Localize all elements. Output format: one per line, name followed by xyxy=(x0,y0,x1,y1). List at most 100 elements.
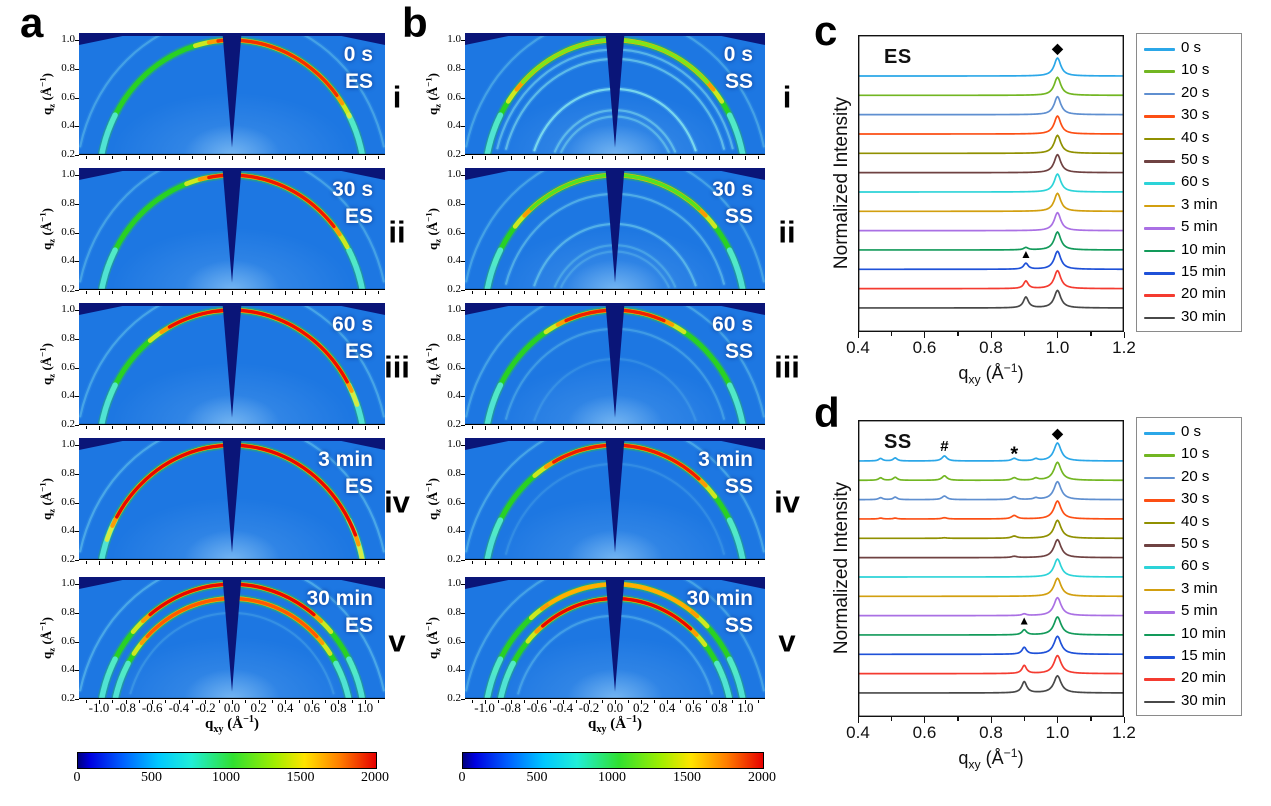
curve-0-s xyxy=(857,442,1125,462)
x-tick-mark xyxy=(719,426,721,430)
y-tick-mark xyxy=(461,155,465,156)
detector-map-b-v xyxy=(465,577,765,699)
x-tick-mark xyxy=(138,426,140,429)
y-tick-label: 0.6 xyxy=(61,495,75,508)
frame-time-label: 30 s ES xyxy=(332,178,373,228)
detector-map-b-iii xyxy=(465,303,765,425)
x-tick-mark xyxy=(588,426,590,430)
legend-entry-label: 60 s xyxy=(1181,557,1210,575)
x-tick-mark xyxy=(298,426,300,429)
x-tick-mark xyxy=(152,561,154,565)
frame-time-label: 3 min SS xyxy=(698,448,753,498)
x-tick-mark xyxy=(588,291,590,295)
legend-entry-4: 40 s xyxy=(1137,512,1241,534)
x-tick-mark xyxy=(205,700,207,704)
x-tick-label: -0.4 xyxy=(168,700,190,715)
x-tick-label: 0.0 xyxy=(606,700,624,715)
y-tick-label: 1.0 xyxy=(447,303,461,316)
y-tick-label: 0.2 xyxy=(61,148,75,160)
detector-map-b-iv xyxy=(465,438,765,560)
x-tick-mark xyxy=(641,426,643,430)
row-label-iv: iv xyxy=(774,484,800,520)
giwaxs-image-a-iv: 3 min ES xyxy=(79,438,385,560)
x-tick-mark xyxy=(378,156,380,159)
x-tick-mark xyxy=(138,291,140,294)
detector-y-axis-title: qz (Å−1) xyxy=(423,343,443,385)
y-tick-mark xyxy=(461,40,465,42)
y-tick-label: 0.8 xyxy=(61,605,75,618)
beamstop-shadow xyxy=(222,577,242,692)
peak-marker-diamond: ◆ xyxy=(1051,40,1064,56)
y-tick-label: 1.0 xyxy=(447,577,461,590)
y-tick-mark xyxy=(461,396,465,398)
x-tick-mark xyxy=(311,700,313,704)
y-tick-mark xyxy=(461,97,465,99)
x-tick-mark xyxy=(112,156,114,159)
x-tick-mark xyxy=(990,717,992,723)
legend-entry-label: 20 s xyxy=(1181,83,1210,101)
row-label-iii: iii xyxy=(384,349,410,385)
x-tick-mark xyxy=(497,561,499,564)
x-tick-label: 0.4 xyxy=(846,723,870,742)
x-tick-mark xyxy=(497,426,499,429)
x-tick-mark xyxy=(338,156,340,160)
x-tick-mark xyxy=(378,291,380,294)
legend-entry-2: 20 s xyxy=(1137,467,1241,489)
y-tick-mark xyxy=(461,584,465,586)
x-tick-mark xyxy=(575,426,577,429)
y-tick-mark xyxy=(75,261,79,263)
legend-entry-6: 60 s xyxy=(1137,556,1241,578)
y-tick-mark xyxy=(461,473,465,475)
x-tick-mark xyxy=(85,561,87,564)
x-tick-mark xyxy=(562,426,564,430)
x-tick-mark xyxy=(232,156,233,160)
x-tick-mark xyxy=(680,426,682,429)
y-tick-label: 0.8 xyxy=(447,466,461,479)
legend-line-swatch xyxy=(1144,92,1175,96)
x-tick-mark xyxy=(165,700,167,703)
y-tick-label: 0.6 xyxy=(447,90,461,103)
curve-30-min xyxy=(857,674,1125,694)
legend-entry-9: 10 min xyxy=(1137,624,1241,646)
x-tick-mark xyxy=(298,291,300,294)
legend-d: 0 s 10 s 20 s 30 s 40 s 50 s 60 s 3 min 5 min 10 … xyxy=(1136,417,1242,716)
panel-c-sample-label: ES xyxy=(884,46,912,68)
x-tick-mark xyxy=(615,291,616,295)
x-tick-mark xyxy=(338,700,340,704)
y-tick-label: 0.8 xyxy=(61,196,75,209)
x-tick-mark xyxy=(890,717,893,721)
legend-entry-label: 50 s xyxy=(1181,535,1210,552)
curve-10-min xyxy=(857,616,1125,636)
x-tick-mark xyxy=(205,291,207,295)
x-tick-label: 0.8 xyxy=(330,700,347,715)
x-tick-mark xyxy=(192,700,194,703)
curve-10-s xyxy=(857,76,1125,97)
x-tick-mark xyxy=(178,426,180,430)
y-tick-mark xyxy=(75,670,79,672)
x-tick-mark xyxy=(693,700,695,704)
y-tick-mark xyxy=(75,425,79,426)
x-tick-mark xyxy=(706,291,708,294)
legend-entry-label: 50 s xyxy=(1181,151,1210,168)
curve-60-s xyxy=(857,173,1125,193)
beamstop-shadow xyxy=(222,33,242,148)
detector-map-b-ii xyxy=(465,168,765,290)
x-tick-mark xyxy=(758,426,760,429)
x-tick-mark xyxy=(112,561,114,564)
legend-entry-label: 40 s xyxy=(1181,128,1210,146)
x-tick-label: -0.6 xyxy=(526,700,548,715)
x-tick-mark xyxy=(325,291,327,294)
detector-map-a-i xyxy=(79,33,385,155)
y-tick-mark xyxy=(461,699,465,700)
x-tick-mark xyxy=(351,291,353,294)
x-tick-mark xyxy=(484,291,486,295)
y-tick-mark xyxy=(75,338,79,340)
row-label-i: i xyxy=(392,79,402,115)
x-tick-mark xyxy=(857,332,859,338)
y-tick-mark xyxy=(75,203,79,205)
legend-entry-label: 3 min xyxy=(1181,195,1218,213)
x-tick-label: -0.8 xyxy=(115,700,136,715)
beamstop-shadow xyxy=(605,438,625,553)
y-tick-label: 0.8 xyxy=(447,61,461,74)
x-tick-mark xyxy=(1057,332,1059,338)
